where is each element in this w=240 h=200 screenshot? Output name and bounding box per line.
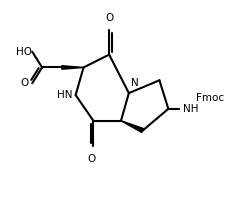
Text: O: O [105,13,113,23]
Text: N: N [131,78,139,88]
Polygon shape [121,121,144,133]
Text: Fmoc: Fmoc [196,93,224,103]
Text: HO: HO [16,47,32,57]
Text: HN: HN [57,90,72,100]
Text: NH: NH [183,104,199,114]
Text: O: O [20,78,29,88]
Polygon shape [62,66,84,69]
Text: O: O [87,154,96,164]
